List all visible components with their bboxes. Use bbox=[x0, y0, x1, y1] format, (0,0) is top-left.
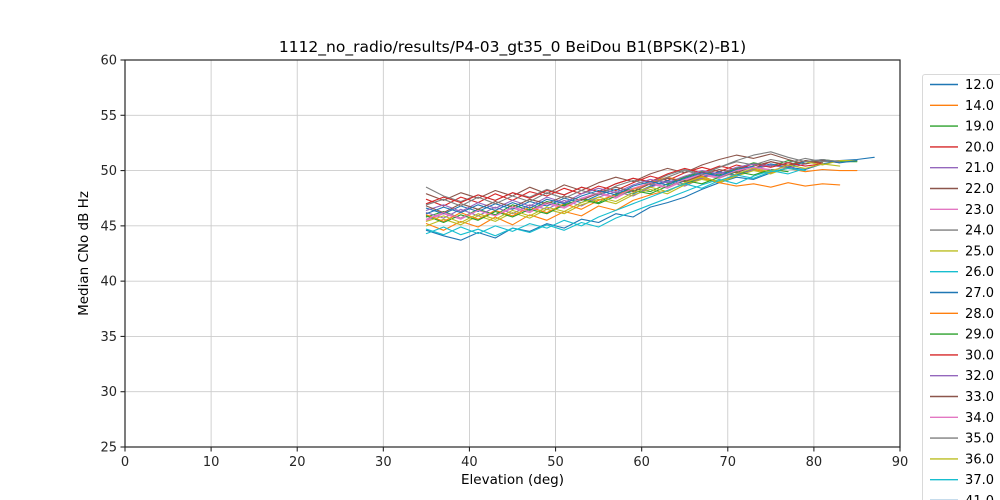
y-tick-label: 55 bbox=[100, 109, 117, 124]
y-tick-label: 60 bbox=[100, 54, 117, 69]
legend-label: 41.0 bbox=[965, 494, 994, 500]
legend-item-30.0: 30.0 bbox=[930, 348, 994, 363]
data-series bbox=[425, 151, 875, 241]
legend-item-37.0: 37.0 bbox=[930, 473, 994, 488]
series-line-22.0 bbox=[425, 153, 841, 201]
legend: 12.0 14.0 19.0 20.0 21.0 22.0 23.0 24.0 25.0 26.0… bbox=[922, 74, 1000, 500]
legend-label: 37.0 bbox=[965, 473, 994, 488]
x-tick-label: 20 bbox=[289, 455, 306, 470]
legend-item-12.0: 12.0 bbox=[930, 78, 994, 93]
plot-frame bbox=[124, 59, 901, 448]
series-line-41.0 bbox=[425, 165, 755, 215]
legend-item-27.0: 27.0 bbox=[930, 286, 994, 301]
legend-label: 24.0 bbox=[965, 224, 994, 239]
legend-item-26.0: 26.0 bbox=[930, 265, 994, 280]
legend-box bbox=[922, 74, 1000, 500]
legend-label: 25.0 bbox=[965, 244, 994, 259]
series-line-34.0 bbox=[425, 166, 772, 220]
legend-label: 29.0 bbox=[965, 328, 994, 343]
legend-label: 23.0 bbox=[965, 203, 994, 218]
x-axis-label: Elevation (deg) bbox=[461, 472, 564, 488]
series-line-26.0 bbox=[425, 167, 806, 237]
y-tick-label: 25 bbox=[100, 441, 117, 456]
legend-item-23.0: 23.0 bbox=[930, 203, 994, 218]
legend-label: 14.0 bbox=[965, 99, 994, 114]
y-tick-label: 35 bbox=[100, 330, 117, 345]
legend-label: 22.0 bbox=[965, 182, 994, 197]
legend-label: 12.0 bbox=[965, 78, 994, 93]
x-tick-label: 80 bbox=[806, 455, 823, 470]
legend-label: 21.0 bbox=[965, 161, 994, 176]
legend-item-35.0: 35.0 bbox=[930, 432, 994, 447]
x-tick-label: 40 bbox=[461, 455, 478, 470]
series-line-12.0 bbox=[425, 156, 875, 241]
legend-item-36.0: 36.0 bbox=[930, 452, 994, 467]
series-line-32.0 bbox=[425, 163, 772, 213]
legend-item-33.0: 33.0 bbox=[930, 390, 994, 405]
series-line-35.0 bbox=[425, 151, 841, 207]
legend-item-14.0: 14.0 bbox=[930, 99, 994, 114]
legend-item-21.0: 21.0 bbox=[930, 161, 994, 176]
legend-label: 32.0 bbox=[965, 369, 994, 384]
x-tick-labels: 0 10 20 30 40 50 60 70 80 90 bbox=[121, 455, 908, 470]
legend-label: 27.0 bbox=[965, 286, 994, 301]
legend-label: 33.0 bbox=[965, 390, 994, 405]
legend-label: 30.0 bbox=[965, 348, 994, 363]
x-tick-label: 50 bbox=[547, 455, 564, 470]
x-tick-label: 30 bbox=[375, 455, 392, 470]
y-tick-label: 40 bbox=[100, 275, 117, 290]
x-tick-label: 70 bbox=[720, 455, 737, 470]
legend-item-34.0: 34.0 bbox=[930, 411, 994, 426]
legend-item-22.0: 22.0 bbox=[930, 182, 994, 197]
y-tick-label: 50 bbox=[100, 164, 117, 179]
y-tick-label: 30 bbox=[100, 385, 117, 400]
legend-item-28.0: 28.0 bbox=[930, 307, 994, 322]
x-tick-label: 10 bbox=[203, 455, 220, 470]
legend-item-41.0: 41.0 bbox=[930, 494, 994, 500]
y-tick-label: 45 bbox=[100, 219, 117, 234]
x-tick-label: 0 bbox=[121, 455, 129, 470]
x-tick-label: 90 bbox=[892, 455, 909, 470]
y-tick-labels: 25 30 35 40 45 50 55 60 bbox=[100, 54, 117, 456]
x-tick-label: 60 bbox=[633, 455, 650, 470]
legend-item-24.0: 24.0 bbox=[930, 224, 994, 239]
legend-label: 28.0 bbox=[965, 307, 994, 322]
y-axis-label: Median CNo dB Hz bbox=[76, 191, 92, 316]
legend-label: 19.0 bbox=[965, 120, 994, 135]
chart-title: 1112_no_radio/results/P4-03_gt35_0 BeiDo… bbox=[279, 38, 746, 57]
legend-label: 26.0 bbox=[965, 265, 994, 280]
legend-label: 35.0 bbox=[965, 432, 994, 447]
legend-item-32.0: 32.0 bbox=[930, 369, 994, 384]
legend-label: 36.0 bbox=[965, 452, 994, 467]
legend-item-25.0: 25.0 bbox=[930, 244, 994, 259]
axis-ticks bbox=[120, 59, 901, 452]
grid-lines bbox=[124, 59, 901, 448]
legend-item-29.0: 29.0 bbox=[930, 328, 994, 343]
legend-item-20.0: 20.0 bbox=[930, 140, 994, 155]
legend-label: 34.0 bbox=[965, 411, 994, 426]
series-line-37.0 bbox=[425, 167, 806, 236]
legend-label: 20.0 bbox=[965, 140, 994, 155]
legend-item-19.0: 19.0 bbox=[930, 120, 994, 135]
